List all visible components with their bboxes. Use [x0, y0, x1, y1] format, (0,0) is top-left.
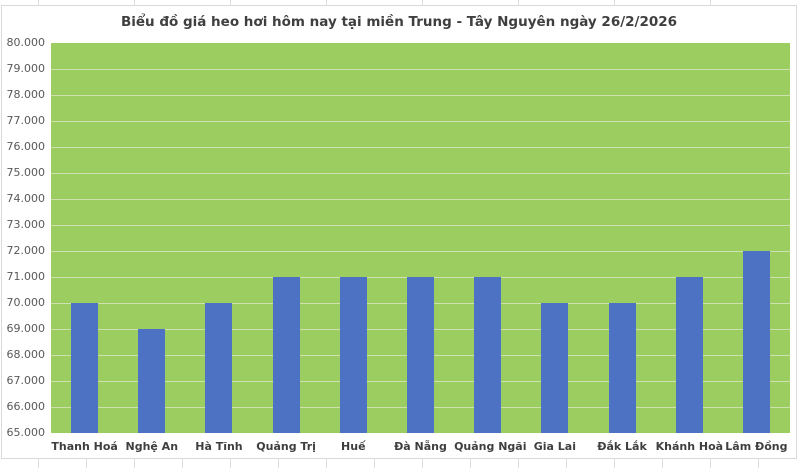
x-category-label: Đắk Lắk	[597, 440, 647, 453]
gridline	[51, 250, 790, 252]
y-tick-label: 79.000	[6, 62, 46, 75]
gridline	[51, 172, 790, 174]
gridline	[51, 198, 790, 200]
x-category-label: Gia Lai	[533, 440, 576, 453]
y-tick-label: 70.000	[6, 296, 46, 309]
y-tick-label: 68.000	[6, 348, 46, 361]
bar-Quảng Trị[interactable]	[272, 277, 300, 433]
plot-area	[51, 43, 790, 433]
bar-Huế[interactable]	[339, 277, 367, 433]
bar-Quảng Ngãi[interactable]	[474, 277, 502, 433]
gridline	[51, 94, 790, 96]
bar-Đắk Lắk[interactable]	[608, 303, 636, 433]
y-axis: 65.000 66.000 67.000 68.000 69.000 70.000 71.0…	[2, 36, 46, 439]
bar-Thanh Hoá[interactable]	[71, 303, 99, 433]
chart-object[interactable]: Biểu đồ giá heo hơi hôm nay tại miền Tru…	[1, 5, 797, 459]
x-category-label: Nghệ An	[125, 440, 179, 453]
bar-Lâm Đồng[interactable]	[742, 251, 770, 433]
x-category-label: Lâm Đồng	[725, 440, 788, 453]
y-tick-label: 76.000	[6, 140, 46, 153]
y-tick-label: 78.000	[6, 88, 46, 101]
y-tick-label: 71.000	[6, 270, 46, 283]
y-tick-label: 73.000	[6, 218, 46, 231]
gridline	[51, 68, 790, 70]
y-tick-label: 65.000	[6, 426, 46, 439]
chart-title: Biểu đồ giá heo hơi hôm nay tại miền Tru…	[120, 14, 678, 30]
y-tick-label: 80.000	[6, 36, 46, 49]
gridline	[51, 120, 790, 122]
x-category-label: Hà Tĩnh	[195, 440, 243, 453]
gridline	[51, 146, 790, 148]
y-tick-label: 66.000	[6, 400, 46, 413]
y-tick-label: 75.000	[6, 166, 46, 179]
gridline	[51, 224, 790, 226]
x-axis: Thanh Hoá Nghệ An Hà Tĩnh Quảng Trị Huế Đà Nẵ…	[51, 439, 790, 457]
x-category-label: Huế	[341, 440, 366, 453]
x-category-label: Quảng Ngãi	[454, 440, 527, 453]
bar-Gia Lai[interactable]	[541, 303, 569, 433]
bar-Đà Nẵng[interactable]	[407, 277, 434, 433]
x-category-label: Đà Nẵng	[394, 440, 447, 453]
bar-Nghệ An[interactable]	[138, 329, 166, 433]
spreadsheet-row-top	[0, 0, 800, 5]
x-category-label: Quảng Trị	[256, 440, 316, 453]
x-category-label: Thanh Hoá	[51, 440, 118, 453]
bar-Khánh Hoà[interactable]	[675, 277, 703, 433]
spreadsheet-row-bottom	[0, 459, 800, 468]
bar-Hà Tĩnh[interactable]	[205, 303, 233, 433]
y-tick-label: 77.000	[6, 114, 46, 127]
y-tick-label: 72.000	[6, 244, 46, 257]
y-tick-label: 69.000	[6, 322, 46, 335]
x-category-label: Khánh Hoà	[655, 440, 724, 453]
y-tick-label: 74.000	[6, 192, 46, 205]
y-tick-label: 67.000	[6, 374, 46, 387]
